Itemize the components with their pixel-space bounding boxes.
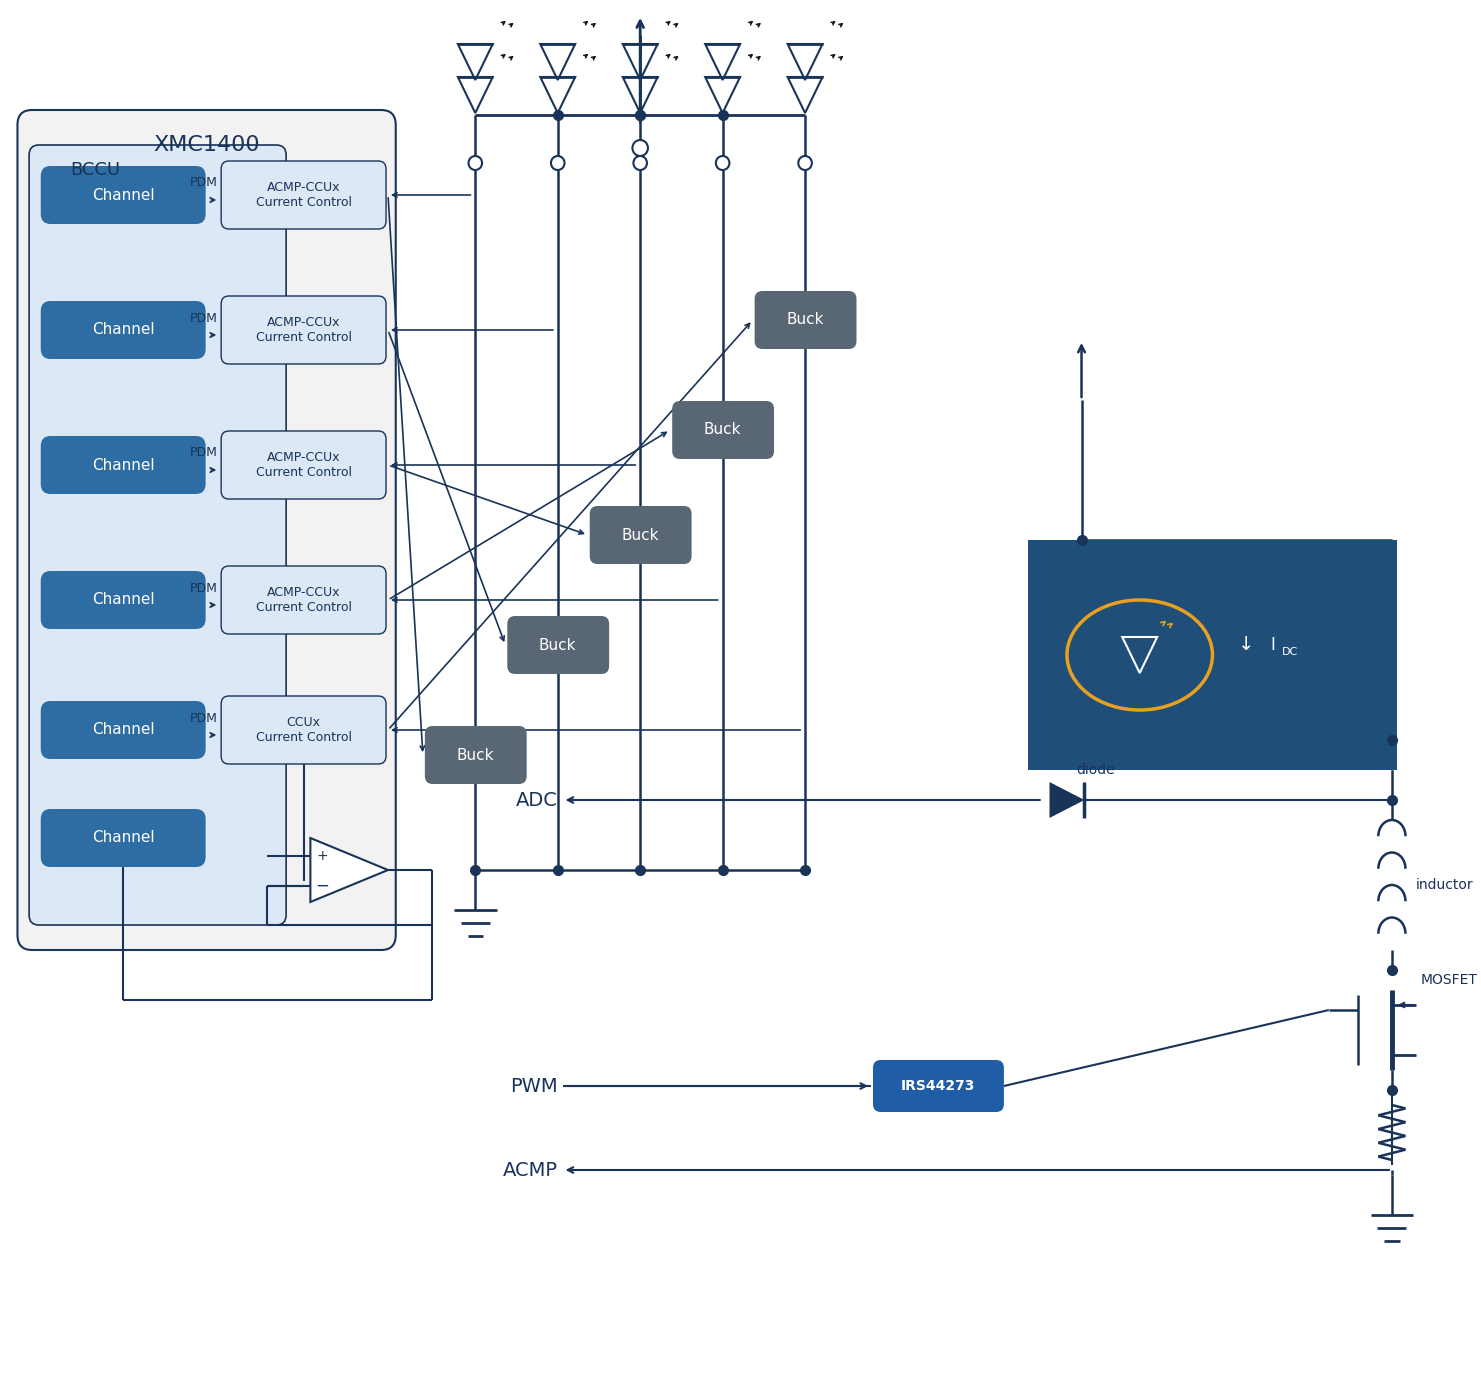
FancyBboxPatch shape — [221, 296, 387, 364]
Circle shape — [551, 156, 564, 169]
FancyBboxPatch shape — [672, 401, 775, 458]
Polygon shape — [1050, 782, 1084, 818]
FancyBboxPatch shape — [41, 571, 206, 629]
FancyBboxPatch shape — [589, 506, 692, 564]
FancyBboxPatch shape — [221, 431, 387, 499]
FancyBboxPatch shape — [221, 565, 387, 633]
Polygon shape — [311, 838, 388, 901]
Text: PDM: PDM — [190, 176, 218, 189]
Text: Buck: Buck — [786, 313, 823, 328]
Text: Buck: Buck — [456, 747, 495, 763]
Text: +: + — [317, 849, 327, 863]
Text: ACMP: ACMP — [502, 1160, 558, 1179]
Text: XMC1400: XMC1400 — [154, 135, 261, 156]
Text: Buck: Buck — [703, 422, 742, 438]
Text: PWM: PWM — [509, 1076, 558, 1096]
Text: PDM: PDM — [190, 582, 218, 594]
Text: PDM: PDM — [190, 446, 218, 460]
Text: Buck: Buck — [539, 638, 576, 653]
Text: Channel: Channel — [92, 322, 154, 338]
FancyBboxPatch shape — [872, 1060, 1004, 1113]
Text: −: − — [315, 876, 329, 895]
FancyBboxPatch shape — [41, 436, 206, 494]
Text: ACMP-CCUx
Current Control: ACMP-CCUx Current Control — [256, 586, 351, 614]
Bar — [1028, 540, 1397, 770]
Text: Channel: Channel — [92, 722, 154, 738]
Circle shape — [634, 156, 647, 169]
FancyBboxPatch shape — [41, 301, 206, 358]
FancyBboxPatch shape — [41, 167, 206, 224]
Text: Channel: Channel — [92, 457, 154, 472]
Text: IRS44273: IRS44273 — [900, 1079, 974, 1093]
Text: Channel: Channel — [92, 831, 154, 846]
FancyBboxPatch shape — [508, 615, 609, 674]
Circle shape — [798, 156, 812, 169]
Text: DC: DC — [1283, 647, 1299, 657]
Text: ACMP-CCUx
Current Control: ACMP-CCUx Current Control — [256, 181, 351, 208]
Circle shape — [468, 156, 483, 169]
Text: diode: diode — [1077, 763, 1115, 776]
Text: MOSFET: MOSFET — [1420, 974, 1478, 988]
Text: Channel: Channel — [92, 188, 154, 203]
Text: ADC: ADC — [515, 790, 558, 810]
Text: BCCU: BCCU — [70, 161, 120, 179]
Text: ACMP-CCUx
Current Control: ACMP-CCUx Current Control — [256, 451, 351, 479]
FancyBboxPatch shape — [18, 110, 395, 950]
Text: PDM: PDM — [190, 311, 218, 325]
FancyBboxPatch shape — [221, 696, 387, 764]
Text: inductor: inductor — [1416, 878, 1474, 892]
Text: PDM: PDM — [190, 711, 218, 725]
Text: CCUx
Current Control: CCUx Current Control — [256, 715, 351, 745]
Text: Buck: Buck — [622, 528, 659, 543]
FancyBboxPatch shape — [41, 701, 206, 758]
FancyBboxPatch shape — [41, 808, 206, 867]
FancyBboxPatch shape — [755, 292, 856, 349]
Text: I: I — [1271, 636, 1275, 654]
Circle shape — [632, 140, 649, 156]
Text: ACMP-CCUx
Current Control: ACMP-CCUx Current Control — [256, 317, 351, 344]
Circle shape — [715, 156, 730, 169]
FancyBboxPatch shape — [30, 144, 286, 925]
Text: Channel: Channel — [92, 593, 154, 607]
FancyBboxPatch shape — [221, 161, 387, 229]
FancyBboxPatch shape — [425, 726, 527, 783]
Text: ↓: ↓ — [1238, 636, 1254, 654]
